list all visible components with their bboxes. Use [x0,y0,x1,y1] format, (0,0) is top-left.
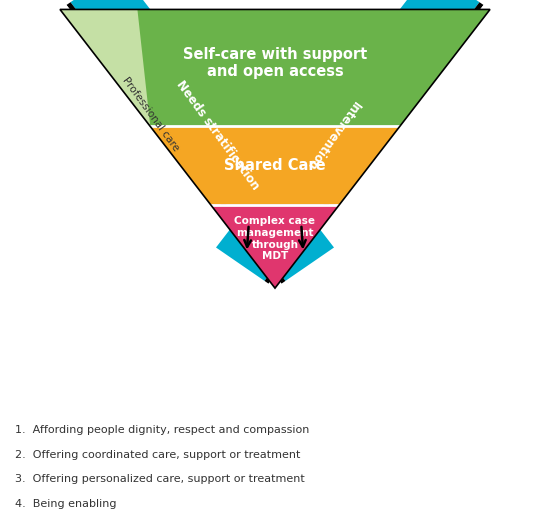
Polygon shape [67,2,285,284]
Text: Professional care: Professional care [120,76,181,153]
Polygon shape [60,10,490,126]
Polygon shape [268,5,490,288]
Polygon shape [60,10,150,126]
Text: Shared Care: Shared Care [224,158,326,173]
Polygon shape [60,10,150,126]
Polygon shape [211,205,339,288]
Polygon shape [216,0,480,281]
Text: Complex case
management
through
MDT: Complex case management through MDT [234,216,316,261]
Polygon shape [150,126,400,205]
Polygon shape [70,0,334,281]
Text: 2.  Offering coordinated care, support or treatment: 2. Offering coordinated care, support or… [15,450,300,460]
Text: 1.  Affording people dignity, respect and compassion: 1. Affording people dignity, respect and… [15,425,309,435]
Polygon shape [265,2,483,284]
Text: Needs stratification: Needs stratification [174,78,262,193]
Text: Intervention: Intervention [302,98,362,172]
Text: 4.  Being enabling: 4. Being enabling [15,499,117,509]
Text: 3.  Offering personalized care, support or treatment: 3. Offering personalized care, support o… [15,474,305,484]
Polygon shape [138,10,490,126]
Text: Self-care with support
and open access: Self-care with support and open access [183,47,367,79]
Polygon shape [60,5,282,288]
